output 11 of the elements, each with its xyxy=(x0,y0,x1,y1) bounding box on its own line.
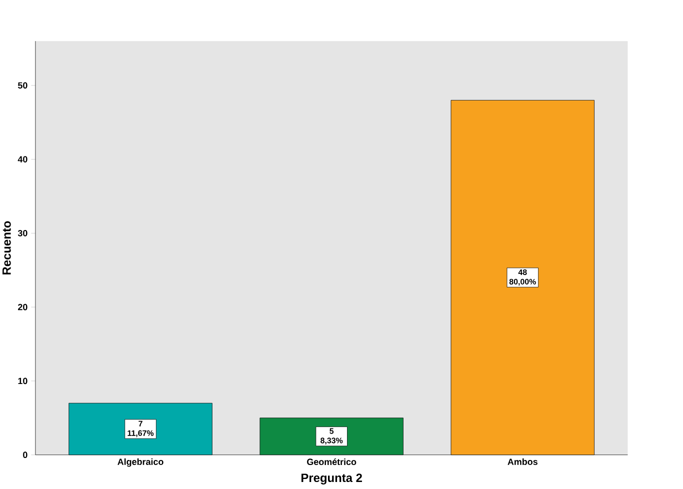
x-tick-label: Geométrico xyxy=(307,458,356,466)
y-tick-label: 40 xyxy=(18,156,28,163)
y-tick-label: 50 xyxy=(18,82,28,89)
y-tick-label: 0 xyxy=(23,452,28,458)
x-tick-label: Ambos xyxy=(508,458,538,466)
y-tick-label: 30 xyxy=(18,230,28,236)
y-tick-label: 10 xyxy=(18,378,28,384)
x-tick-label: Algebraico xyxy=(118,458,164,467)
y-tick-label: 20 xyxy=(18,304,28,310)
y-axis-title: Recuento xyxy=(2,221,11,274)
x-axis-title: Pregunta 2 xyxy=(301,474,362,485)
